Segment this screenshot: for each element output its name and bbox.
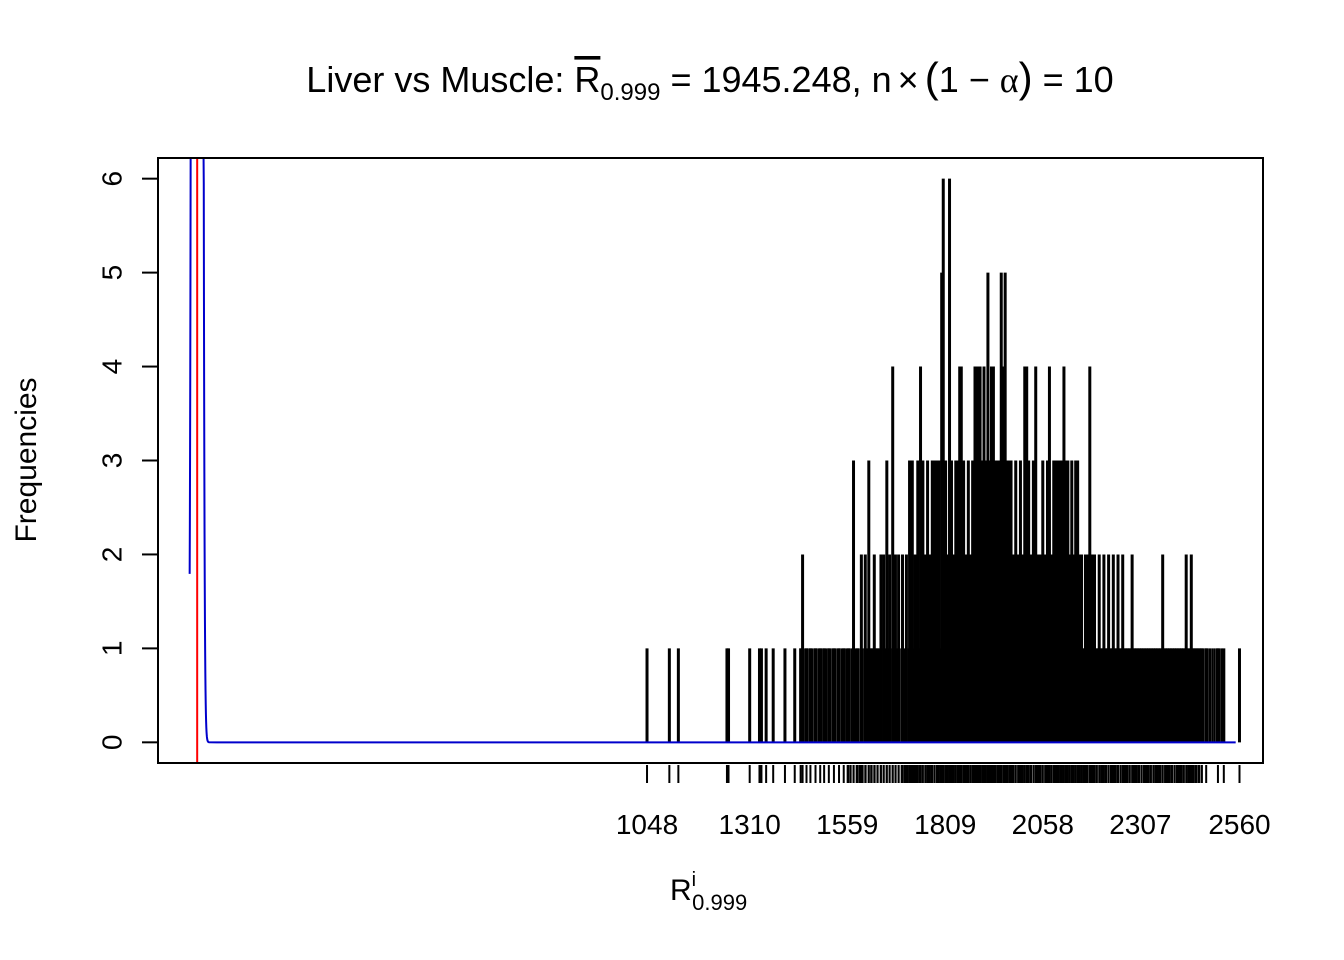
title-alpha: α <box>1000 60 1019 100</box>
y-axis: 0 1 2 3 4 5 6 <box>97 171 158 751</box>
y-tick-label-1: 1 <box>97 641 128 657</box>
title-one-minus: 1 − <box>939 59 1000 100</box>
x-axis: 1048 1310 1559 1809 2058 2307 2560 <box>616 809 1271 840</box>
title-suffix: = 10 <box>1033 59 1114 100</box>
y-axis-label: Frequencies <box>10 377 43 542</box>
x-label-superscript: i <box>692 869 696 891</box>
y-tick-label-6: 6 <box>97 171 128 187</box>
title-paren-open: ( <box>925 54 939 101</box>
x-tick-label-2058: 2058 <box>1012 809 1074 840</box>
title-prefix: Liver vs Muscle: <box>306 59 574 100</box>
x-label-main: R <box>670 874 692 907</box>
y-tick-label-3: 3 <box>97 453 128 469</box>
x-axis-label: Ri 0.999 <box>670 869 747 915</box>
rug-layer <box>646 765 1241 783</box>
x-tick-label-1559: 1559 <box>816 809 878 840</box>
title-stat-subscript: 0.999 <box>600 79 660 106</box>
x-tick-label-1048: 1048 <box>616 809 678 840</box>
title-stat-symbol: R <box>574 59 600 100</box>
y-tick-label-4: 4 <box>97 359 128 375</box>
title-times: × <box>898 59 919 100</box>
plot-frame <box>157 157 1264 764</box>
title-stat-eq: = 1945.248, n <box>660 59 891 100</box>
y-tick-label-0: 0 <box>97 735 128 751</box>
y-tick-label-5: 5 <box>97 265 128 281</box>
x-tick-label-2307: 2307 <box>1109 809 1171 840</box>
x-tick-label-1310: 1310 <box>719 809 781 840</box>
x-tick-label-1809: 1809 <box>914 809 976 840</box>
title-paren-close: ) <box>1019 54 1033 101</box>
x-label-subscript: 0.999 <box>692 890 747 915</box>
chart-title: Liver vs Muscle: R0.999 = 1945.248, n × (1… <box>306 54 1113 106</box>
x-tick-label-2560: 2560 <box>1208 809 1270 840</box>
spikes-layer <box>645 178 1241 743</box>
y-tick-label-2: 2 <box>97 547 128 563</box>
